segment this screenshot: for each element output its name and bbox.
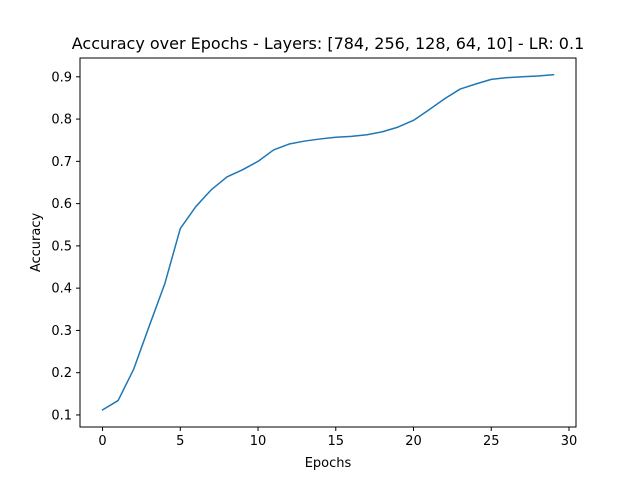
- x-tick-label: 25: [483, 434, 500, 449]
- y-tick-label: 0.4: [51, 282, 72, 297]
- plot-area: 0 5 10 15 20 25 30 0.1 0.2 0.3 0.4 0.5 0.6 0.7 0.8 0.9: [51, 57, 577, 449]
- y-axis: 0.1 0.2 0.3 0.4 0.5 0.6 0.7 0.8 0.9: [51, 70, 80, 423]
- chart-title: Accuracy over Epochs - Layers: [784, 256…: [72, 34, 585, 53]
- x-axis-label: Epochs: [305, 456, 352, 471]
- x-tick-label: 5: [176, 434, 184, 449]
- x-tick-label: 10: [250, 434, 267, 449]
- y-axis-label: Accuracy: [29, 213, 44, 273]
- y-tick-label: 0.8: [51, 113, 72, 128]
- y-tick-label: 0.1: [51, 408, 72, 423]
- y-tick-label: 0.2: [51, 366, 72, 381]
- x-tick-label: 0: [98, 434, 106, 449]
- y-tick-label: 0.7: [51, 155, 72, 170]
- x-axis: 0 5 10 15 20 25 30: [98, 427, 577, 449]
- x-tick-label: 30: [561, 434, 578, 449]
- y-tick-label: 0.5: [51, 239, 72, 254]
- axes-frame: [79, 57, 577, 428]
- x-tick-label: 15: [328, 434, 345, 449]
- y-tick-label: 0.3: [51, 324, 72, 339]
- y-tick-label: 0.6: [51, 197, 72, 212]
- y-tick-label: 0.9: [51, 70, 72, 85]
- series-line-0: [101, 73, 555, 411]
- series-layer: [101, 73, 555, 411]
- x-tick-label: 20: [405, 434, 422, 449]
